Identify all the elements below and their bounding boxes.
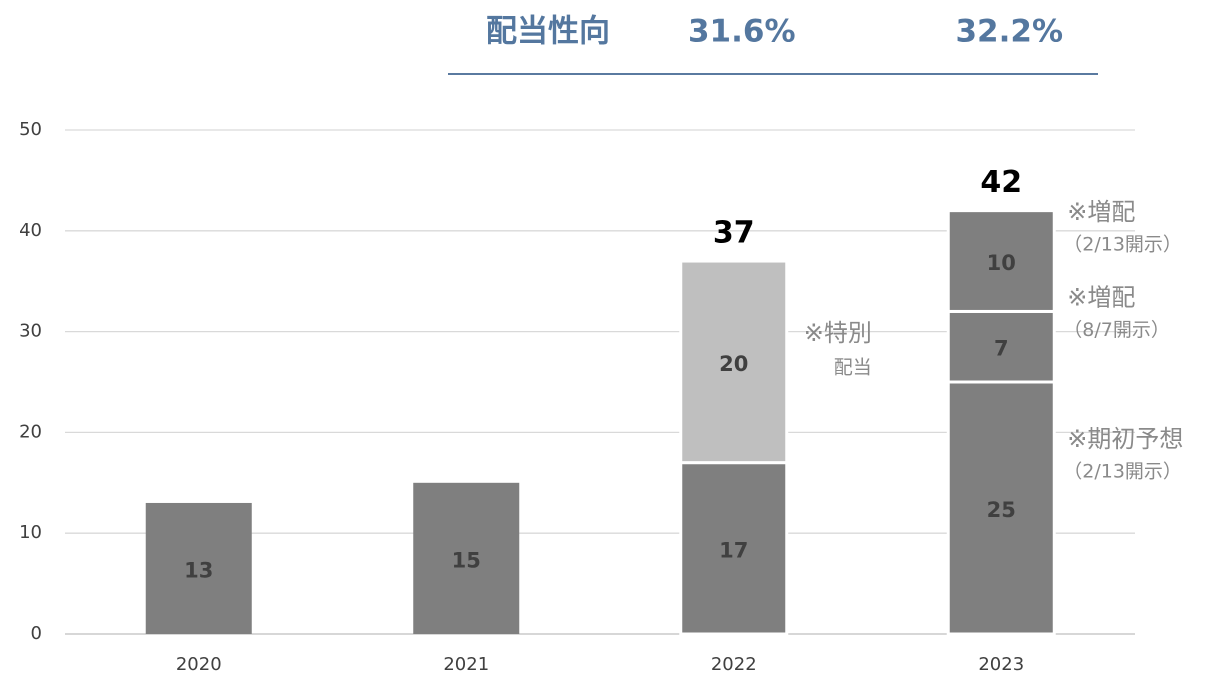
annotation: （2/13開示） xyxy=(1063,234,1182,256)
y-tick-label: 10 xyxy=(19,522,42,543)
data-label: 13 xyxy=(184,558,213,582)
x-tick-label: 2022 xyxy=(711,654,757,675)
bar-segment xyxy=(145,502,252,634)
bar-segment xyxy=(679,259,789,465)
y-tick-label: 50 xyxy=(19,119,42,140)
y-tick-label: 20 xyxy=(19,421,42,442)
y-tick-label: 40 xyxy=(19,220,42,241)
annotation: ※増配 xyxy=(1067,198,1135,226)
header-label: 配当性向 xyxy=(486,14,610,50)
annotation: ※増配 xyxy=(1067,284,1135,312)
annotation: （8/7開示） xyxy=(1063,319,1170,341)
data-label: 15 xyxy=(452,548,481,572)
y-tick-label: 0 xyxy=(31,623,42,644)
x-tick-label: 2020 xyxy=(176,654,222,675)
data-label: 17 xyxy=(719,538,748,562)
data-label: 25 xyxy=(987,498,1016,522)
bar-segment xyxy=(946,309,1056,384)
bar-segment xyxy=(679,461,789,636)
annotation: 配当 xyxy=(834,356,872,378)
x-tick-label: 2023 xyxy=(978,654,1024,675)
data-label: 20 xyxy=(719,352,748,376)
data-label: 7 xyxy=(994,337,1009,361)
annotation: （2/13開示） xyxy=(1063,461,1182,483)
x-tick-label: 2021 xyxy=(443,654,489,675)
bar-segment xyxy=(946,380,1056,636)
bar-segment xyxy=(946,209,1056,313)
annotation: ※期初予想 xyxy=(1067,425,1183,453)
data-label: 10 xyxy=(987,251,1016,275)
y-tick-label: 30 xyxy=(19,321,42,342)
header-value: 32.2% xyxy=(955,14,1063,50)
total-label: 37 xyxy=(713,216,755,251)
bar-segment xyxy=(413,482,520,634)
header-value: 31.6% xyxy=(688,14,796,50)
annotation: ※特別 xyxy=(804,319,872,347)
total-label: 42 xyxy=(980,165,1022,200)
